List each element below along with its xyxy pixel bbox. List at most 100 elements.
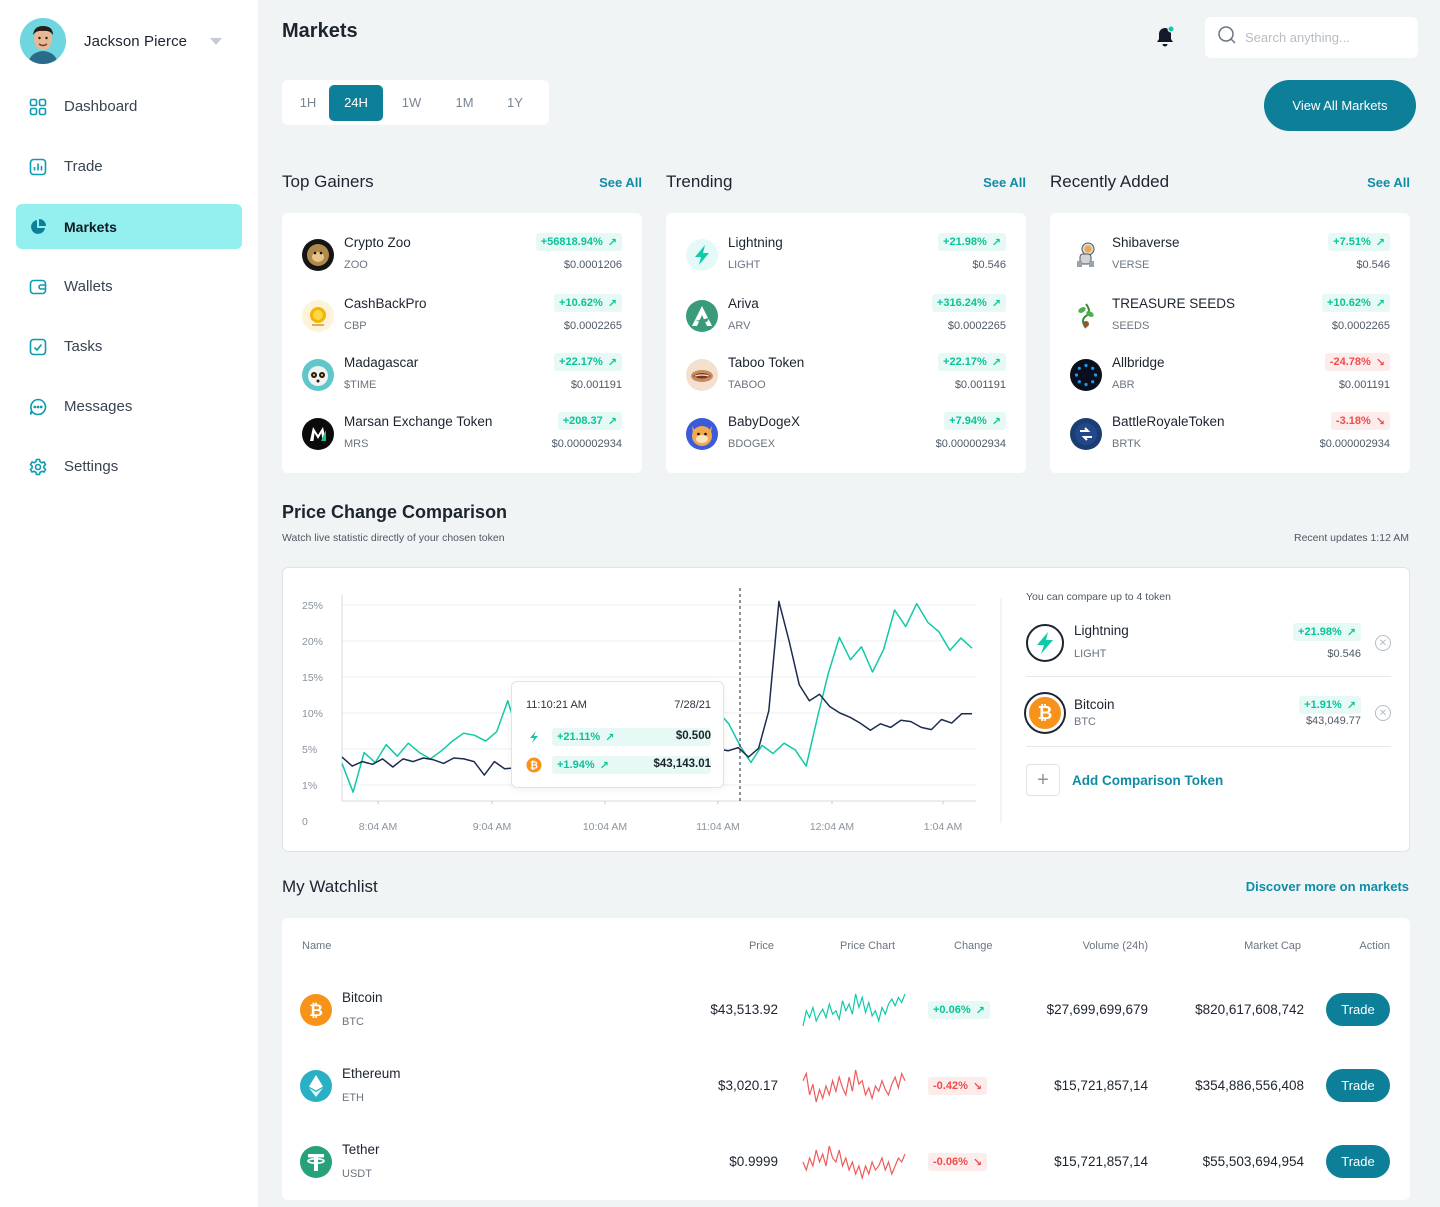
- list-item[interactable]: Ariva ARV +316.24% ↗ $0.0002265: [686, 294, 1006, 338]
- svg-text:₿: ₿: [530, 760, 538, 772]
- see-all-recently-added[interactable]: See All: [1367, 175, 1410, 190]
- chevron-down-icon[interactable]: [210, 37, 222, 45]
- list-item[interactable]: TREASURE SEEDS SEEDS +10.62% ↗ $0.0002265: [1070, 294, 1390, 338]
- sidebar-item-trade[interactable]: Trade: [16, 144, 242, 189]
- token-name: Crypto Zoo: [344, 235, 411, 250]
- column-header-volume: Volume (24h): [1082, 940, 1148, 952]
- lightning-icon: [526, 729, 542, 745]
- close-icon[interactable]: ✕: [1375, 705, 1391, 721]
- token-price: $0.001191: [954, 379, 1006, 391]
- sidebar-item-tasks[interactable]: Tasks: [16, 324, 242, 369]
- arrow-up-right-icon: ↗: [1375, 297, 1385, 310]
- column-header-chart: Price Chart: [840, 940, 896, 952]
- battleroyale-icon: [1070, 418, 1102, 450]
- list-item[interactable]: Crypto Zoo ZOO +56818.94% ↗ $0.0001206: [302, 233, 622, 277]
- arrow-up-right-icon: ↗: [605, 731, 615, 744]
- timeframe-24h[interactable]: 24H: [329, 84, 383, 121]
- sidebar-item-label: Settings: [64, 458, 119, 475]
- sidebar-nav: Dashboard Trade Markets Wallets Tasks: [16, 84, 242, 504]
- watchlist-title: My Watchlist: [282, 877, 378, 896]
- timeframe-1w[interactable]: 1W: [401, 95, 422, 110]
- list-item[interactable]: Taboo Token TABOO +22.17% ↗ $0.001191: [686, 353, 1006, 397]
- list-item[interactable]: Allbridge ABR -24.78% ↘ $0.001191: [1070, 353, 1390, 397]
- user-profile[interactable]: Jackson Pierce: [20, 18, 242, 64]
- see-all-trending[interactable]: See All: [983, 175, 1026, 190]
- token-price: $0.9999: [729, 1154, 778, 1169]
- token-symbol: VERSE: [1112, 259, 1150, 271]
- svg-text:₿: ₿: [309, 1001, 323, 1021]
- x-tick-label: 9:04 AM: [473, 821, 512, 833]
- change-badge: -3.18% ↘: [1330, 412, 1390, 430]
- timeframe-1m[interactable]: 1M: [455, 95, 474, 110]
- y-tick-label: 25%: [302, 600, 323, 612]
- table-row: Tether USDT $0.9999 -0.06% ↘ $15,721,857,…: [282, 1132, 1410, 1192]
- column-header-action: Action: [1359, 940, 1390, 952]
- token-price: $43,049.77: [1305, 715, 1361, 727]
- y-tick-label: 10%: [302, 708, 323, 720]
- arrow-down-right-icon: ↘: [1375, 415, 1385, 428]
- list-item[interactable]: CashBackPro CBP +10.62% ↗ $0.0002265: [302, 294, 622, 338]
- sidebar-item-label: Markets: [64, 218, 117, 235]
- watchlist-table: Name Price Price Chart Change Volume (24…: [282, 918, 1410, 1200]
- search-input[interactable]: [1245, 30, 1405, 45]
- arrow-up-right-icon: ↗: [975, 1004, 985, 1017]
- discover-markets-link[interactable]: Discover more on markets: [1245, 879, 1409, 894]
- arrow-down-right-icon: ↘: [1375, 356, 1385, 369]
- sidebar-item-label: Messages: [64, 398, 133, 415]
- list-item[interactable]: BattleRoyaleToken BRTK -3.18% ↘ $0.000002…: [1070, 412, 1390, 456]
- sidebar-item-settings[interactable]: Settings: [16, 444, 242, 489]
- token-price: $0.0002265: [947, 320, 1006, 332]
- sidebar-item-markets[interactable]: Markets: [16, 204, 242, 249]
- marsan-icon: [302, 418, 334, 450]
- token-price: $0.546: [972, 259, 1006, 271]
- comparison-token-bitcoin: ₿ Bitcoin BTC +1.91% ↗ $43,049.77 ✕: [1026, 679, 1391, 747]
- list-item[interactable]: Marsan Exchange Token MRS +208.37 ↗ $0.00…: [302, 412, 622, 456]
- token-name: Ethereum: [342, 1066, 401, 1081]
- token-price: $0.546: [1356, 259, 1390, 271]
- arrow-up-right-icon: ↗: [1346, 626, 1356, 639]
- change-badge: +10.62% ↗: [1322, 294, 1390, 312]
- token-symbol: BTC: [1074, 716, 1096, 728]
- token-name: CashBackPro: [344, 296, 427, 311]
- crypto-zoo-icon: [302, 239, 334, 271]
- trade-button[interactable]: Trade: [1326, 1145, 1390, 1178]
- bell-icon[interactable]: [1153, 25, 1177, 49]
- list-item[interactable]: Lightning LIGHT +21.98% ↗ $0.546: [686, 233, 1006, 277]
- token-name: Taboo Token: [728, 355, 805, 370]
- sidebar-item-dashboard[interactable]: Dashboard: [16, 84, 242, 129]
- timeframe-1y[interactable]: 1Y: [507, 95, 523, 110]
- add-comparison-token-button[interactable]: + Add Comparison Token: [1026, 764, 1223, 796]
- arrow-up-right-icon: ↗: [1375, 236, 1385, 249]
- close-icon[interactable]: ✕: [1375, 635, 1391, 651]
- token-price: $0.001191: [570, 379, 622, 391]
- sidebar-item-wallets[interactable]: Wallets: [16, 264, 242, 309]
- list-item[interactable]: Madagascar $TIME +22.17% ↗ $0.001191: [302, 353, 622, 397]
- comparison-subtitle: Watch live statistic directly of your ch…: [282, 532, 505, 544]
- change-badge: +7.51% ↗: [1328, 233, 1390, 251]
- arrow-up-right-icon: ↗: [991, 415, 1001, 428]
- token-price: $0.000002934: [551, 438, 622, 450]
- see-all-top-gainers[interactable]: See All: [599, 175, 642, 190]
- trade-button[interactable]: Trade: [1326, 993, 1390, 1026]
- token-symbol: $TIME: [344, 379, 377, 391]
- trade-button[interactable]: Trade: [1326, 1069, 1390, 1102]
- cashbackpro-icon: [302, 300, 334, 332]
- list-item[interactable]: Shibaverse VERSE +7.51% ↗ $0.546: [1070, 233, 1390, 277]
- svg-text:₿: ₿: [1038, 703, 1053, 724]
- arrow-up-right-icon: ↗: [1346, 699, 1356, 712]
- market-cap: $820,617,608,742: [1195, 1002, 1304, 1017]
- x-tick-label: 11:04 AM: [696, 821, 740, 833]
- arrow-up-right-icon: ↗: [991, 236, 1001, 249]
- change-badge: +1.94% ↗: [552, 756, 711, 774]
- token-symbol: ETH: [342, 1092, 364, 1104]
- timeframe-selector: 1H 24H 1W 1M 1Y: [282, 80, 549, 125]
- list-item[interactable]: BabyDogeX BDOGEX +7.94% ↗ $0.000002934: [686, 412, 1006, 456]
- sidebar-item-messages[interactable]: Messages: [16, 384, 242, 429]
- view-all-markets-button[interactable]: View All Markets: [1264, 80, 1416, 131]
- lightning-icon: [1026, 624, 1064, 662]
- x-tick-label: 10:04 AM: [583, 821, 627, 833]
- lightning-icon: [686, 239, 718, 271]
- timeframe-1h[interactable]: 1H: [299, 95, 317, 110]
- chart-tooltip: 11:10:21 AM 7/28/21 +21.11% ↗ $0.500 ₿ +1…: [511, 681, 724, 788]
- token-symbol: LIGHT: [1074, 648, 1107, 660]
